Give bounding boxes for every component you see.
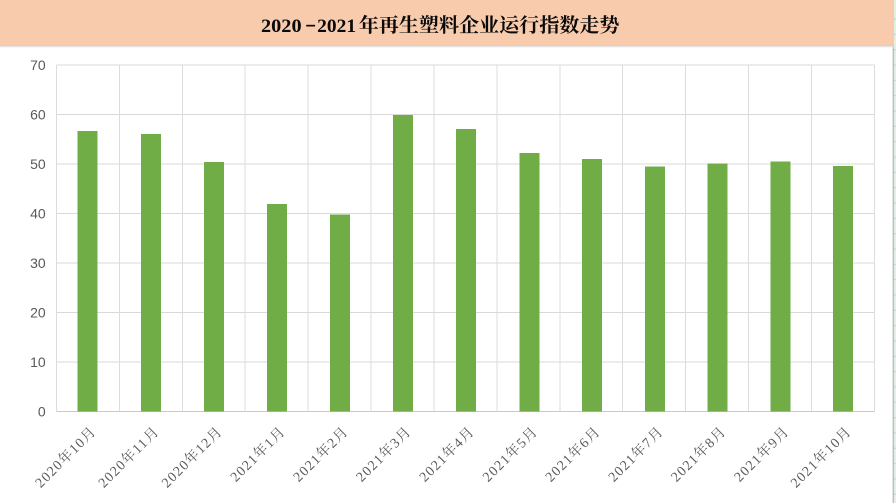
svg-text:40: 40 (30, 205, 46, 221)
svg-text:20: 20 (30, 304, 46, 320)
svg-text:0: 0 (38, 403, 46, 419)
svg-text:2020: 2020 (261, 16, 302, 37)
svg-text:30: 30 (30, 255, 46, 271)
svg-text:70: 70 (30, 57, 46, 73)
svg-text:50: 50 (30, 156, 46, 172)
svg-text:2021: 2021 (317, 16, 356, 37)
svg-text:10: 10 (30, 354, 46, 370)
svg-text:60: 60 (30, 106, 46, 122)
